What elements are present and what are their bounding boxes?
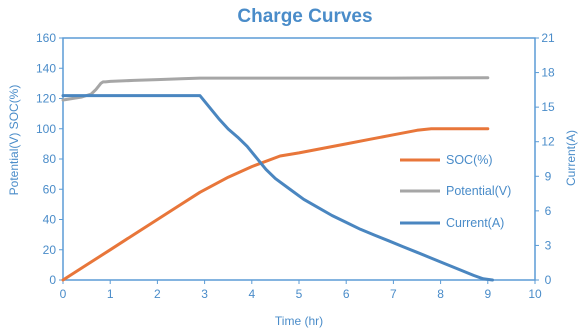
- x-tick-label: 2: [154, 287, 161, 301]
- x-axis-ticks: 0 1 2 3 4 5 6 7 8 9 10: [60, 280, 542, 301]
- potential-series-line: [61, 76, 490, 102]
- legend-label: Current(A): [446, 216, 504, 230]
- y-right-tick-label: 21: [541, 31, 555, 45]
- x-tick-label: 1: [107, 287, 114, 301]
- y-right-axis-ticks: 0 3 6 9 12 15 18 21: [535, 31, 555, 287]
- chart-title: Charge Curves: [237, 6, 372, 27]
- x-tick-label: 5: [296, 287, 303, 301]
- y-right-tick-label: 9: [545, 169, 552, 183]
- x-axis-label: Time (hr): [275, 314, 323, 328]
- y-left-axis-label: Potential(V) SOC(%): [7, 85, 21, 196]
- x-tick-label: 7: [390, 287, 397, 301]
- y-left-tick-label: 160: [36, 31, 56, 45]
- x-tick-label: 10: [528, 287, 542, 301]
- y-right-tick-label: 6: [545, 204, 552, 218]
- x-tick-label: 6: [343, 287, 350, 301]
- y-right-axis-label: Current(A): [564, 130, 578, 186]
- y-right-tick-label: 3: [545, 238, 552, 252]
- current-series-line: [61, 94, 494, 282]
- y-right-tick-label: 18: [541, 66, 555, 80]
- x-tick-label: 3: [201, 287, 208, 301]
- y-left-tick-label: 140: [36, 61, 56, 75]
- y-left-tick-label: 80: [43, 152, 57, 166]
- x-tick-label: 0: [60, 287, 67, 301]
- legend: SOC(%) Potential(V) Current(A): [400, 153, 511, 230]
- y-left-tick-label: 0: [49, 273, 56, 287]
- y-left-tick-label: 120: [36, 92, 56, 106]
- y-right-tick-label: 0: [545, 273, 552, 287]
- x-tick-label: 9: [484, 287, 491, 301]
- y-left-tick-label: 20: [43, 243, 57, 257]
- y-left-axis-ticks: 0 20 40 60 80 100 120 140 160: [36, 31, 63, 287]
- legend-label: SOC(%): [446, 153, 493, 167]
- y-right-tick-label: 15: [541, 100, 555, 114]
- y-left-tick-label: 40: [43, 213, 57, 227]
- series-layer: [61, 76, 494, 282]
- y-left-tick-label: 60: [43, 182, 57, 196]
- x-tick-label: 4: [248, 287, 255, 301]
- legend-label: Potential(V): [446, 184, 511, 198]
- soc-series-line: [61, 127, 490, 282]
- y-right-tick-label: 12: [541, 135, 555, 149]
- x-tick-label: 8: [437, 287, 444, 301]
- y-left-tick-label: 100: [36, 122, 56, 136]
